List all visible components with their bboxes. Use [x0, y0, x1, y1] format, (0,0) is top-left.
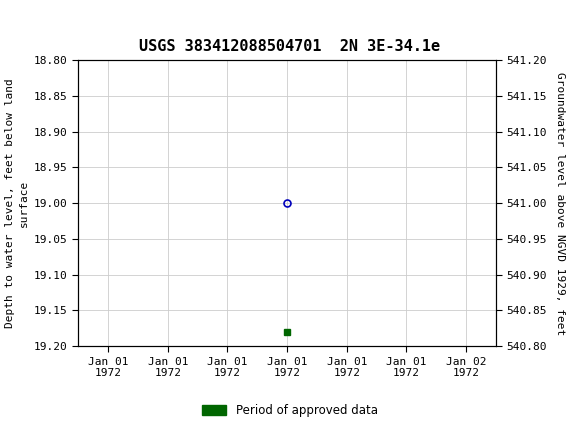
Legend: Period of approved data: Period of approved data: [198, 399, 382, 422]
Y-axis label: Groundwater level above NGVD 1929, feet: Groundwater level above NGVD 1929, feet: [555, 71, 565, 335]
Bar: [3, 3, 46, 42]
Y-axis label: Depth to water level, feet below land
surface: Depth to water level, feet below land su…: [5, 78, 28, 328]
Text: USGS: USGS: [51, 12, 115, 33]
Text: USGS 383412088504701  2N 3E-34.1e: USGS 383412088504701 2N 3E-34.1e: [139, 39, 441, 54]
